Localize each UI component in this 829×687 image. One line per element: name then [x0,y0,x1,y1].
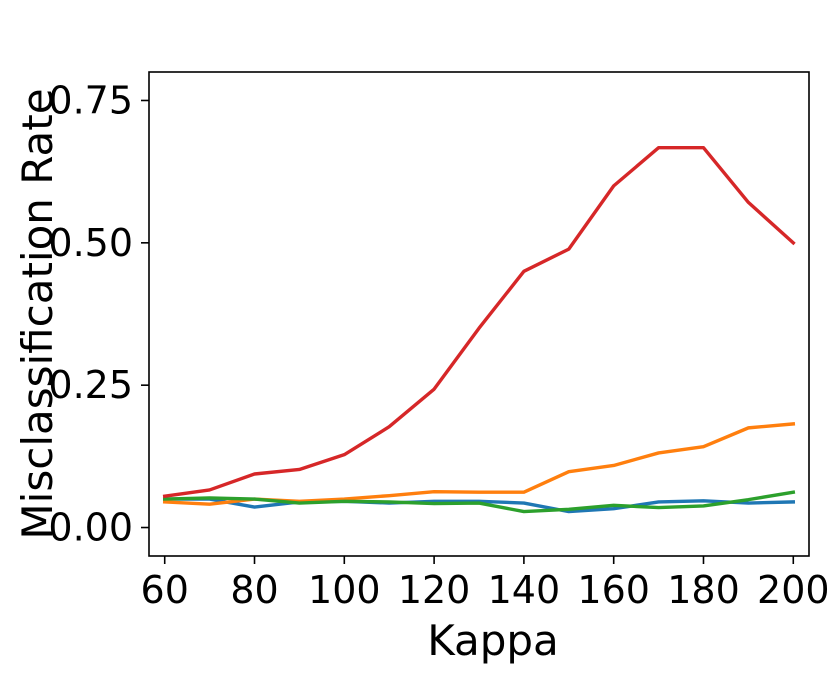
x-tick-label: 60 [141,568,189,612]
series-line-1 [163,497,796,514]
y-tick-label: 0.50 [48,221,133,265]
y-tick-label: 0.75 [48,78,133,122]
y-tick-label: 0.00 [48,506,133,550]
series-lines [162,146,796,514]
x-tick-label: 140 [488,568,561,612]
plot-area-frame [148,71,810,557]
series-line-3 [162,490,796,514]
x-tick-label: 100 [308,568,381,612]
x-tick-label: 120 [398,568,471,612]
x-tick-label: 180 [667,568,740,612]
series-line-2 [162,422,796,506]
x-axis-label: Kappa [427,616,559,665]
x-tick-label: 200 [757,568,829,612]
series-line-4 [162,146,796,499]
y-axis-ticks: 0.00 0.25 0.50 0.75 [48,78,149,550]
x-tick-label: 160 [577,568,650,612]
x-axis-ticks: 60 80 100 120 140 160 180 200 [141,556,829,612]
y-tick-label: 0.25 [48,363,133,407]
y-axis-label: Misclassification Rate [13,88,62,539]
x-tick-label: 80 [230,568,278,612]
